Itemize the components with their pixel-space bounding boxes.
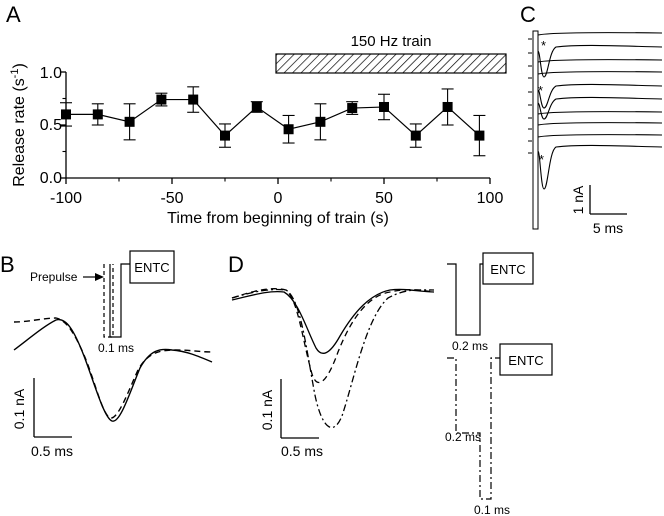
prepulse-label: Prepulse — [30, 270, 78, 284]
width-label-bottom: 0.1 ms — [474, 503, 510, 516]
data-point — [124, 116, 135, 127]
protocol-solid — [109, 263, 130, 338]
current-sweep — [528, 96, 663, 120]
current-sweep — [528, 32, 663, 40]
arrow-head-icon — [95, 273, 104, 281]
data-point — [188, 94, 199, 105]
y-axis-title: Release rate (s-1) — [9, 63, 28, 187]
panel-b: B ENTC Prepulse 0.1 ms 0.1 nA 0.5 ms — [0, 250, 213, 459]
asterisk: * — [539, 152, 544, 167]
current-sweep — [528, 144, 663, 190]
current-sweep — [528, 134, 663, 142]
trace-solid — [13, 318, 213, 422]
current-sweep — [528, 111, 663, 119]
scale-x-label: 0.5 ms — [31, 443, 73, 459]
scale-x-label: 5 ms — [593, 220, 623, 236]
data-point — [283, 124, 294, 135]
scale-y-label: 1 nA — [570, 185, 586, 214]
panel-c-letter: C — [520, 2, 536, 27]
panel-a-letter: A — [6, 2, 21, 27]
train-bar — [275, 53, 507, 74]
entc-label-bottom: ENTC — [508, 353, 543, 368]
trace-dash-dot — [231, 288, 435, 429]
entc-label-top: ENTC — [490, 262, 525, 277]
data-point — [410, 130, 421, 141]
data-point — [347, 103, 358, 114]
entc-box — [129, 250, 175, 284]
asterisk: * — [541, 38, 546, 53]
stimulus-artifact — [532, 30, 539, 230]
data-point — [315, 116, 326, 127]
data-point — [156, 94, 167, 105]
current-sweep — [528, 44, 663, 78]
current-sweep — [528, 59, 663, 67]
y-tick-label: 0.5 — [40, 117, 62, 134]
train-label: 150 Hz train — [351, 33, 432, 50]
panel-a: A 150 Hz train 1.0 0.5 0.0 -100 -50 0 50… — [6, 2, 507, 227]
current-sweep — [528, 83, 663, 109]
scale-y-label: 0.1 nA — [259, 389, 275, 430]
data-point — [474, 130, 485, 141]
panel-d: D 0.1 nA 0.5 ms ENTC 0.2 ms ENTC 0.2 ms … — [228, 252, 553, 516]
scale-x-label: 0.5 ms — [281, 443, 323, 459]
chart-data-layer — [60, 86, 486, 157]
data-point — [379, 101, 389, 112]
x-tick-label: 0 — [274, 190, 283, 207]
current-sweep — [528, 71, 663, 79]
x-axis-title: Time from beginning of train (s) — [167, 210, 389, 227]
data-point — [220, 130, 230, 141]
axis-ticks — [60, 71, 491, 184]
current-traces — [528, 32, 663, 190]
entc-box-top — [482, 252, 534, 285]
scale-y-label: 0.1 nA — [11, 388, 27, 429]
x-tick-label: 50 — [375, 190, 393, 207]
x-tick-label: 100 — [477, 190, 504, 207]
asterisk: * — [538, 83, 543, 98]
data-point — [251, 101, 262, 112]
current-sweep — [528, 122, 663, 130]
width-label-top: 0.2 ms — [452, 339, 488, 353]
pulse-width-label: 0.1 ms — [98, 341, 134, 355]
width-label-mid: 0.2 ms — [445, 430, 481, 444]
data-point — [92, 109, 103, 120]
x-tick-label: -50 — [160, 190, 183, 207]
entc-box-bottom — [499, 343, 553, 376]
data-point — [61, 109, 71, 120]
entc-label: ENTC — [134, 260, 169, 275]
protocol-bottom — [447, 357, 510, 500]
y-tick-label: 0.0 — [40, 170, 62, 187]
trace-dashed — [231, 288, 435, 384]
x-tick-label: -100 — [50, 190, 82, 207]
trace-solid — [231, 288, 435, 354]
data-point — [442, 101, 453, 112]
panel-c: C * * * 1 nA 5 ms — [520, 2, 663, 236]
y-tick-label: 1.0 — [40, 65, 62, 82]
panel-d-letter: D — [228, 252, 244, 277]
protocol-dashed — [103, 264, 114, 338]
panel-b-letter: B — [0, 252, 15, 277]
series-line — [66, 98, 480, 137]
trace-dashed — [13, 317, 213, 419]
